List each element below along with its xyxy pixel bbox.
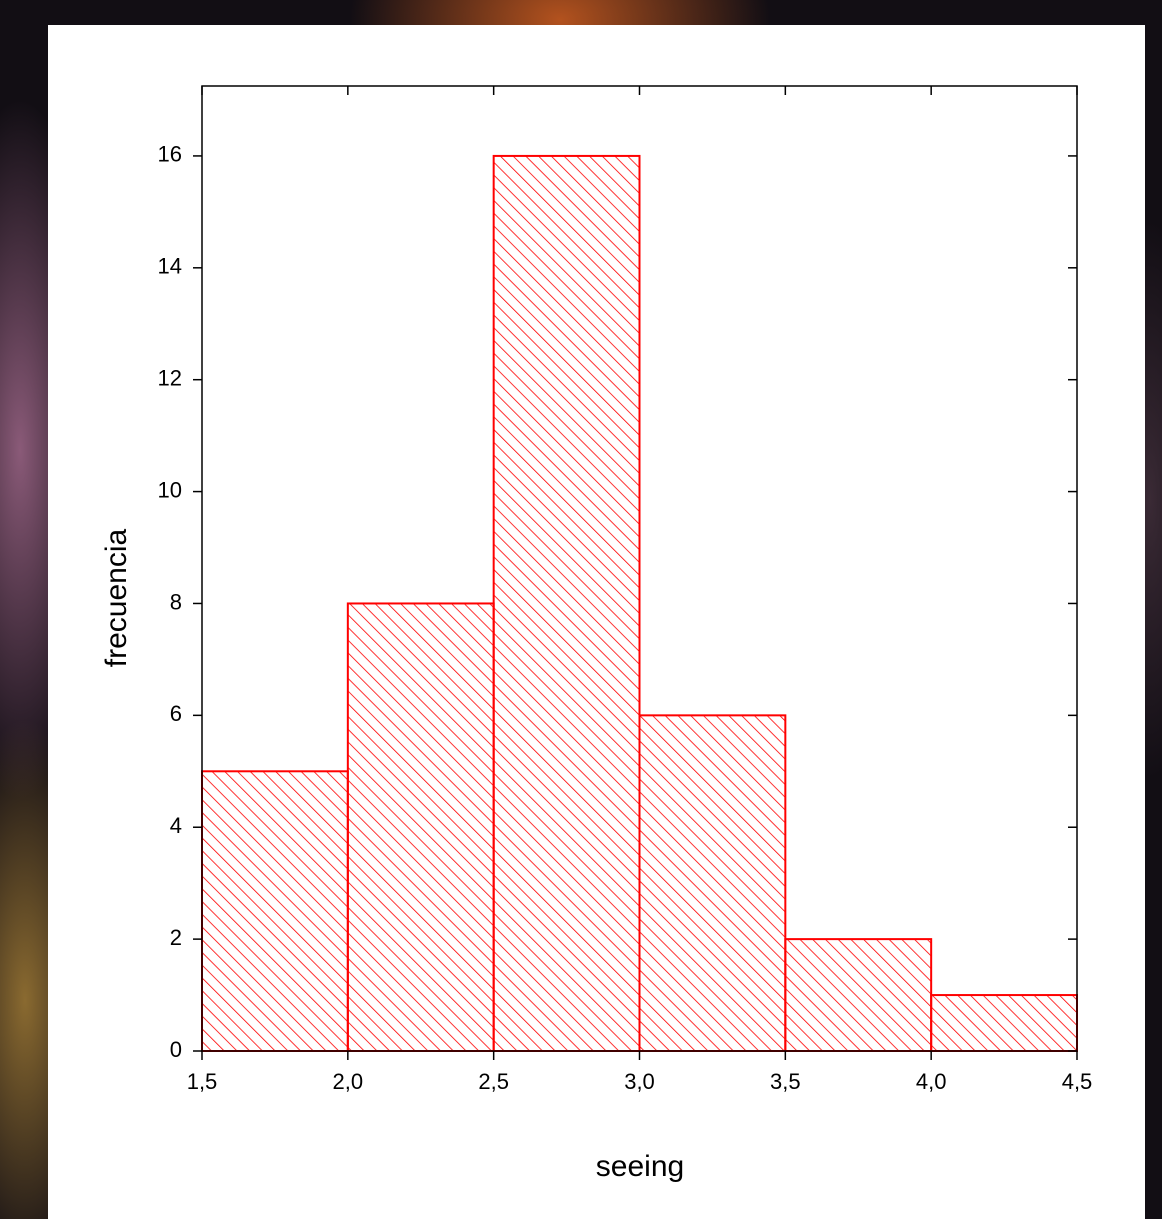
x-tick-label: 1,5 xyxy=(187,1069,218,1094)
x-tick-label: 2,0 xyxy=(333,1069,364,1094)
x-tick-label: 4,0 xyxy=(916,1069,947,1094)
y-tick-label: 2 xyxy=(170,925,182,950)
y-tick-label: 16 xyxy=(158,142,182,167)
y-tick-label: 6 xyxy=(170,701,182,726)
y-tick-label: 0 xyxy=(170,1037,182,1062)
histogram-bar xyxy=(930,994,1079,1053)
x-tick-label: 3,5 xyxy=(770,1069,801,1094)
histogram-bar xyxy=(784,938,933,1053)
histogram-bar xyxy=(201,770,349,1052)
x-tick-label: 4,5 xyxy=(1062,1069,1093,1094)
y-tick-label: 12 xyxy=(158,366,182,391)
y-tick-label: 4 xyxy=(170,813,182,838)
y-tick-label: 14 xyxy=(158,254,182,279)
x-tick-label: 2,5 xyxy=(478,1069,509,1094)
y-tick-label: 10 xyxy=(158,477,182,502)
histogram-bar xyxy=(492,154,641,1052)
x-tick-label: 3,0 xyxy=(624,1069,655,1094)
x-axis-title: seeing xyxy=(596,1150,684,1183)
histogram-bar xyxy=(638,714,787,1052)
histogram-bar xyxy=(346,602,495,1052)
y-axis-title: frecuencia xyxy=(100,528,133,667)
y-tick-label: 8 xyxy=(170,589,182,614)
